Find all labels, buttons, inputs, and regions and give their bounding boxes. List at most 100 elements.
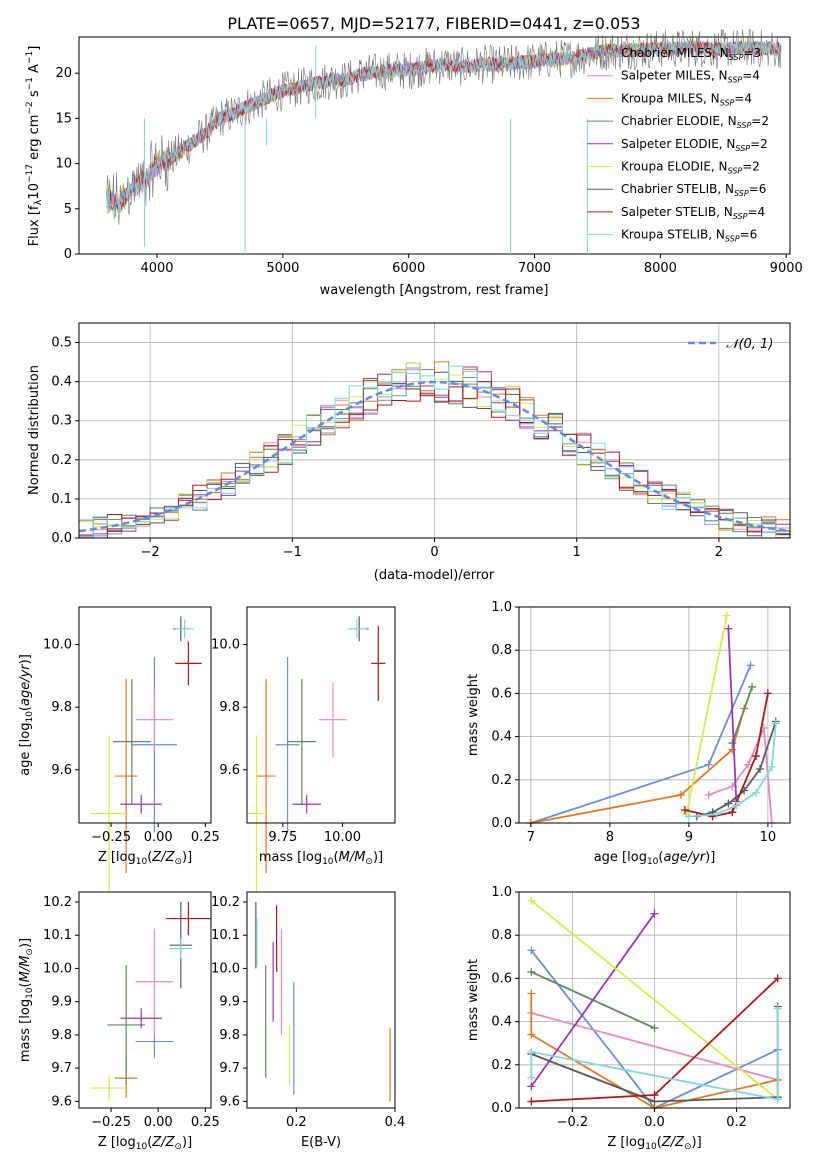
- weight-series-line: [530, 1008, 779, 1101]
- y-tick-label: 20: [55, 66, 72, 81]
- x-tick-label: 0.2: [726, 1115, 747, 1130]
- weight-marker: [767, 762, 776, 771]
- x-tick-label: 1: [573, 545, 581, 560]
- legend-label: Chabrier STELIB, NSSP=6: [621, 182, 766, 198]
- weight-series-line: [696, 721, 777, 818]
- y-tick-label: 10.0: [211, 961, 240, 976]
- z-age-ylabel: age [log10(age/yr)]: [18, 654, 35, 776]
- errorbar-point: [112, 679, 151, 805]
- y-tick-label: 10.2: [43, 895, 72, 910]
- errorbar-point: [175, 619, 195, 639]
- z-age-axes: [78, 606, 212, 824]
- weight-marker: [771, 719, 780, 728]
- normal-legend-label: 𝒩(0, 1): [726, 337, 773, 352]
- x-tick-label: 7000: [518, 261, 551, 276]
- y-tick-label: 15: [55, 111, 72, 126]
- weight-marker: [527, 1082, 536, 1091]
- weight-marker: [650, 1091, 659, 1100]
- weight-marker: [728, 808, 737, 817]
- weight-marker: [527, 967, 536, 976]
- legend-label: Kroupa STELIB, NSSP=6: [621, 228, 757, 244]
- weight-marker: [724, 799, 733, 808]
- weight-marker: [752, 752, 761, 761]
- weight-marker: [527, 1047, 536, 1056]
- mass-age-panel: 9.75 10.00 9.6 9.8 10.0 mass [log10(M/M⊙)]: [211, 606, 396, 892]
- weight-series-line: [731, 686, 753, 744]
- weight-marker: [527, 1097, 536, 1106]
- z-age-panel: −0.25 0.00 0.25 9.6 9.8 10.0 Z [log10(Z/Z⊙)] ag…: [18, 606, 220, 892]
- spectrum-axes: [78, 36, 791, 255]
- mass-age-xlabel: mass [log10(M/M⊙)]: [259, 850, 383, 867]
- x-tick-label: 5000: [266, 261, 299, 276]
- weight-marker: [748, 682, 757, 691]
- errorbar-point: [90, 1074, 129, 1102]
- ebv-mass-panel: 0.2 0.4 9.6 9.7 9.8 9.9 10.0 10.1 10.2 E(B-V): [211, 891, 405, 1150]
- errorbar-point: [318, 682, 348, 758]
- weight-series-line: [685, 615, 728, 815]
- x-tick-label: 9000: [770, 261, 803, 276]
- weight-marker: [676, 790, 685, 799]
- y-tick-label: 1.0: [491, 885, 512, 900]
- residuals-xlabel: (data-model)/error: [374, 568, 495, 583]
- weight-marker: [527, 946, 536, 955]
- y-tick-label: 9.6: [219, 763, 240, 778]
- x-tick-label: 0.00: [144, 1115, 173, 1130]
- y-tick-label: 0.8: [491, 643, 512, 658]
- spectrum-legend: Chabrier MILES, NSSP=3 Salpeter MILES, NS…: [587, 46, 769, 244]
- y-tick-label: 10.0: [43, 961, 72, 976]
- y-tick-label: 0.0: [51, 531, 72, 546]
- z-weight-xlabel: Z [log10(Z/Z⊙)]: [607, 1135, 701, 1152]
- weight-marker: [527, 1073, 536, 1082]
- figure-title: PLATE=0657, MJD=52177, FIBERID=0441, z=0…: [227, 14, 640, 33]
- age-weight-axes: [518, 606, 791, 824]
- weight-marker: [704, 760, 713, 769]
- errorbar-point: [135, 928, 174, 1035]
- y-tick-label: 10.1: [211, 928, 240, 943]
- errorbar-point: [169, 938, 193, 959]
- z-weight-ylabel: mass weight: [466, 959, 481, 1041]
- legend-label: Chabrier ELODIE, NSSP=2: [621, 114, 769, 130]
- y-tick-label: 0.6: [491, 971, 512, 986]
- x-tick-label: 4000: [140, 261, 173, 276]
- y-tick-label: 0.8: [491, 928, 512, 943]
- legend-label: Salpeter STELIB, NSSP=4: [621, 205, 765, 221]
- weight-series-line: [688, 723, 777, 818]
- parameter-panels: −0.25 0.00 0.25 9.6 9.8 10.0 Z [log10(Z/Z⊙)] ag…: [18, 600, 791, 1152]
- errorbar-point: [175, 641, 202, 686]
- weight-marker: [704, 790, 713, 799]
- weight-marker: [732, 801, 741, 810]
- age-weight-ylabel: mass weight: [466, 674, 481, 756]
- z-mass-ylabel: mass [log10(M/M⊙)]: [18, 938, 35, 1062]
- weight-marker: [773, 974, 782, 983]
- y-tick-label: 9.8: [51, 1028, 72, 1043]
- z-age-xlabel: Z [log10(Z/Z⊙)]: [98, 850, 192, 867]
- y-tick-label: 0.1: [51, 492, 72, 507]
- age-weight-panel: 7 8 9 10 0.0 0.2 0.4 0.6 0.8 1.0 age [log10(age/yr…: [466, 600, 791, 867]
- weight-marker: [684, 812, 693, 821]
- errorbar-point: [114, 679, 138, 874]
- spectrum-line: [106, 40, 781, 215]
- y-tick-label: 0.0: [491, 1101, 512, 1116]
- ebv-mass-xlabel: E(B-V): [301, 1135, 341, 1150]
- weight-marker: [773, 1004, 782, 1013]
- y-tick-label: 0.4: [51, 375, 72, 390]
- z-mass-panel: −0.25 0.00 0.25 9.6 9.7 9.8 9.9 10.0 10.1 10.2 Z […: [18, 891, 220, 1152]
- y-tick-label: 9.8: [219, 700, 240, 715]
- y-tick-label: 1.0: [491, 600, 512, 615]
- weight-series-line: [531, 1012, 778, 1081]
- x-tick-label: 10: [760, 830, 777, 845]
- ebv-mass-axes: [246, 891, 396, 1109]
- x-tick-label: 9.75: [268, 830, 297, 845]
- y-tick-label: 9.7: [51, 1061, 72, 1076]
- errorbar-point: [275, 657, 300, 833]
- weight-series-line: [727, 628, 738, 802]
- weight-marker: [755, 765, 764, 773]
- errorbar-point: [90, 735, 129, 892]
- x-tick-label: 0.2: [286, 1115, 307, 1130]
- errorbar-point: [165, 901, 211, 936]
- weight-marker: [724, 624, 733, 633]
- residuals-ylabel: Normed distribution: [27, 365, 42, 495]
- errorbar-point: [256, 679, 276, 874]
- z-mass-xlabel: Z [log10(Z/Z⊙)]: [98, 1135, 192, 1152]
